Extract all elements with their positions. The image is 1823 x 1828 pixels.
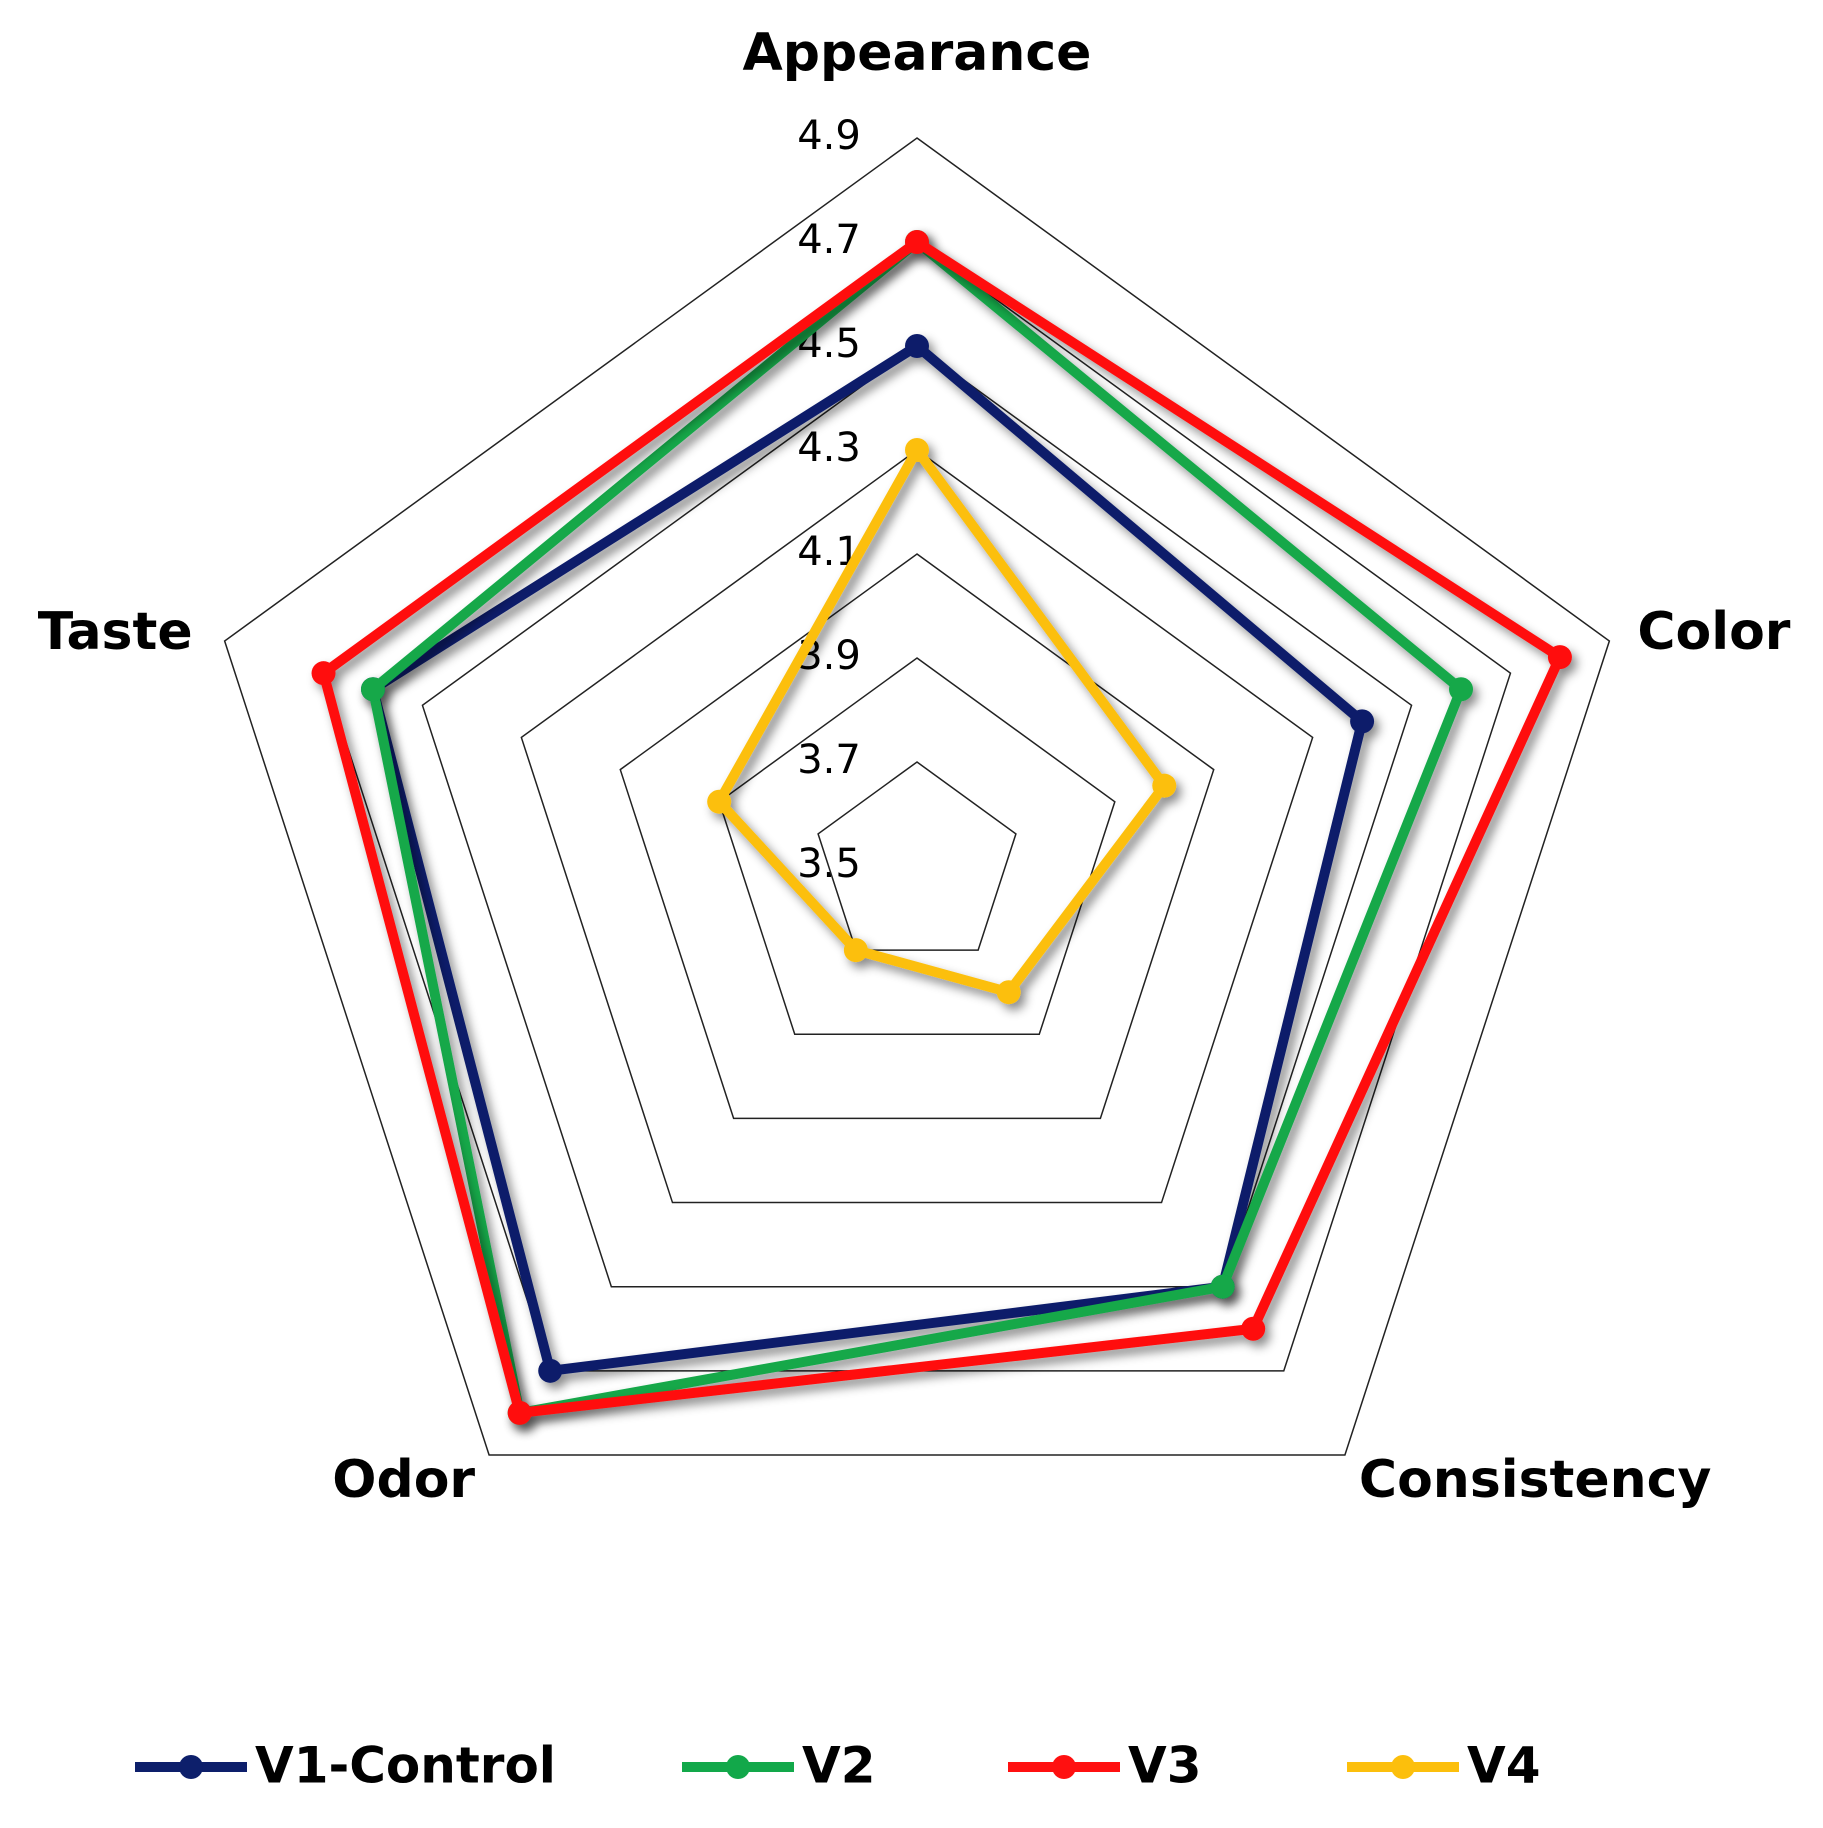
legend-label: V2 <box>802 1737 876 1795</box>
marker <box>996 980 1021 1005</box>
marker <box>1547 645 1572 670</box>
marker <box>905 438 929 462</box>
series-line <box>318 237 1565 1418</box>
grid-ring <box>817 761 1017 951</box>
marker <box>1241 1316 1266 1341</box>
category-label: Consistency <box>1359 1450 1712 1510</box>
marker <box>311 661 336 686</box>
marker <box>843 938 868 963</box>
series <box>360 230 1474 1425</box>
category-label: Color <box>1637 602 1790 662</box>
legend-label: V4 <box>1467 1737 1541 1795</box>
marker <box>1449 677 1474 702</box>
tick-label: 4.7 <box>797 217 861 263</box>
grid-ring <box>718 657 1116 1036</box>
marker <box>538 1358 563 1383</box>
category-label: Odor <box>332 1450 475 1510</box>
grid-ring <box>421 345 1413 1288</box>
series-line <box>367 341 1368 1376</box>
series <box>311 230 1572 1425</box>
marker <box>507 1400 532 1425</box>
marker <box>360 677 385 702</box>
marker <box>905 230 929 254</box>
legend-marker <box>1052 1755 1076 1779</box>
series-line <box>714 445 1170 998</box>
marker <box>1152 773 1177 798</box>
series-line <box>367 237 1467 1418</box>
legend-label: V1-Control <box>255 1737 556 1795</box>
marker <box>1210 1274 1235 1299</box>
tick-label: 3.5 <box>797 841 861 887</box>
legend-marker <box>726 1755 750 1779</box>
grid-ring <box>619 553 1215 1120</box>
tick-label: 3.7 <box>797 737 861 783</box>
category-label: Appearance <box>743 23 1092 83</box>
marker <box>905 334 929 358</box>
legend-marker <box>179 1755 203 1779</box>
marker <box>707 789 732 814</box>
legend-marker <box>1391 1755 1415 1779</box>
tick-label: 4.3 <box>797 425 861 471</box>
category-label: Taste <box>38 602 193 662</box>
legend-label: V3 <box>1128 1737 1202 1795</box>
tick-label: 4.9 <box>797 113 861 159</box>
series <box>707 438 1177 1005</box>
marker <box>1350 709 1375 734</box>
grid-ring <box>520 449 1314 1204</box>
grid-ring <box>223 137 1611 1456</box>
